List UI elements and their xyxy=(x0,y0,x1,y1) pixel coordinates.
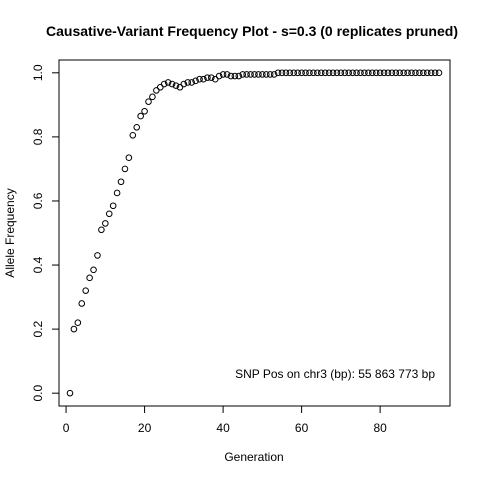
data-point xyxy=(87,275,93,281)
snp-annotation: SNP Pos on chr3 (bp): 55 863 773 bp xyxy=(235,367,435,381)
y-tick-label: 0.4 xyxy=(31,256,45,273)
data-point xyxy=(91,267,97,273)
data-point xyxy=(150,94,156,100)
x-tick-label: 40 xyxy=(216,421,230,435)
data-point xyxy=(110,203,116,209)
data-point xyxy=(146,99,152,105)
data-point xyxy=(95,253,101,259)
data-point xyxy=(99,227,105,233)
data-point xyxy=(138,113,144,119)
data-point xyxy=(134,124,140,130)
data-point xyxy=(436,70,442,76)
data-point xyxy=(71,326,77,332)
y-tick-label: 0.8 xyxy=(31,128,45,145)
data-point xyxy=(103,221,109,227)
data-point xyxy=(126,155,132,161)
plot-frame xyxy=(59,60,450,406)
y-tick-label: 0.6 xyxy=(31,192,45,209)
data-point xyxy=(142,108,148,114)
y-tick-label: 0.2 xyxy=(31,320,45,337)
data-point xyxy=(106,211,112,217)
data-points xyxy=(67,70,442,396)
data-point xyxy=(79,301,85,307)
y-axis: 0.0 0.2 0.4 0.6 0.8 1.0 xyxy=(31,64,59,401)
x-tick-label: 20 xyxy=(138,421,152,435)
x-tick-label: 80 xyxy=(373,421,387,435)
y-tick-label: 0.0 xyxy=(31,385,45,402)
x-tick-label: 0 xyxy=(63,421,70,435)
y-tick-label: 1.0 xyxy=(31,64,45,81)
x-tick-label: 60 xyxy=(295,421,309,435)
x-axis-label: Generation xyxy=(224,450,283,464)
data-point xyxy=(83,288,89,294)
x-axis: 0 20 40 60 80 xyxy=(63,406,387,435)
data-point xyxy=(130,132,136,138)
data-point xyxy=(122,166,128,172)
chart-title: Causative-Variant Frequency Plot - s=0.3… xyxy=(46,23,458,39)
data-point xyxy=(67,390,73,396)
y-axis-label: Allele Frequency xyxy=(3,188,17,277)
data-point xyxy=(75,320,81,326)
data-point xyxy=(118,179,124,185)
data-point xyxy=(114,190,120,196)
